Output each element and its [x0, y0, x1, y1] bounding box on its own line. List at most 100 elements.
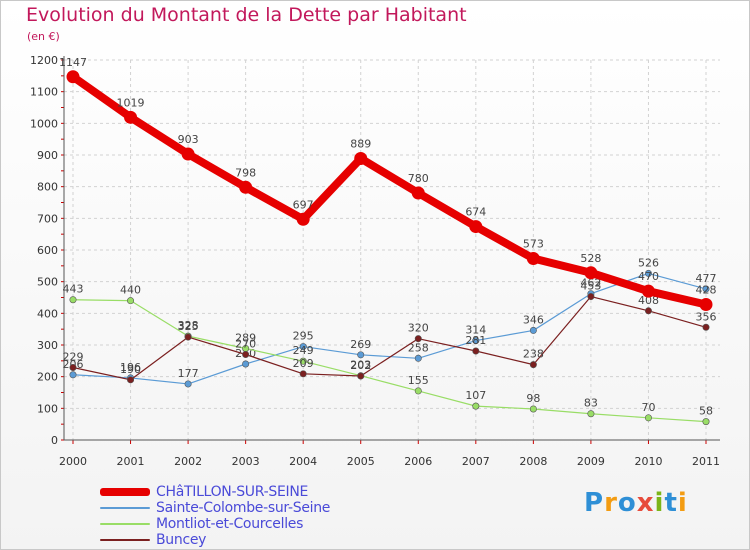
x-tick-label: 2002 — [174, 455, 202, 468]
y-tick-label: 400 — [37, 307, 58, 320]
data-point — [469, 220, 483, 234]
data-label: 270 — [235, 338, 256, 351]
data-label: 443 — [63, 283, 84, 296]
data-point — [587, 293, 595, 301]
data-label: 281 — [465, 334, 486, 347]
data-label: 408 — [638, 294, 659, 307]
data-label: 289 — [235, 331, 256, 344]
data-label: 238 — [523, 348, 544, 361]
logo-letter: t — [664, 488, 678, 518]
y-tick-label: 900 — [37, 149, 58, 162]
data-point — [299, 357, 307, 365]
data-label: 428 — [696, 283, 717, 296]
data-label: 440 — [120, 284, 141, 297]
y-tick-label: 1100 — [30, 86, 58, 99]
logo-letter: x — [636, 488, 655, 518]
legend-label: CHâTILLON-SUR-SEINE — [156, 484, 309, 500]
data-label: 889 — [350, 137, 371, 150]
data-label: 196 — [120, 361, 141, 374]
data-label: 177 — [178, 367, 199, 380]
logo-letter: P — [584, 488, 605, 518]
data-point — [184, 380, 192, 388]
data-label: 320 — [408, 322, 429, 335]
legend-label: Buncey — [156, 532, 207, 548]
data-point — [296, 212, 310, 226]
data-label: 697 — [293, 198, 314, 211]
data-point — [529, 405, 537, 413]
data-label: 528 — [580, 252, 601, 265]
data-point — [299, 343, 307, 351]
data-label: 1147 — [59, 56, 87, 69]
x-tick-label: 2010 — [634, 455, 662, 468]
y-tick-label: 300 — [37, 339, 58, 352]
data-point — [69, 296, 77, 304]
logo-letter: r — [604, 488, 618, 518]
data-point — [526, 252, 540, 266]
series-line — [72, 272, 707, 385]
data-point — [299, 370, 307, 378]
data-label: 903 — [178, 133, 199, 146]
data-label: 155 — [408, 374, 429, 387]
data-point — [414, 354, 422, 362]
data-point — [414, 387, 422, 395]
data-label: 98 — [526, 392, 540, 405]
legend-swatch — [100, 523, 150, 525]
data-label: 203 — [350, 359, 371, 372]
data-point — [644, 269, 652, 277]
data-point — [702, 285, 710, 293]
data-label: 83 — [584, 397, 598, 410]
chart-subtitle: (en €) — [27, 30, 60, 43]
data-point — [584, 266, 598, 280]
data-label: 798 — [235, 166, 256, 179]
data-label: 470 — [638, 270, 659, 283]
legend-swatch — [100, 488, 150, 496]
data-point — [529, 326, 537, 334]
data-point — [644, 307, 652, 315]
data-point — [69, 371, 77, 379]
x-tick-label: 2000 — [59, 455, 87, 468]
data-label: 269 — [350, 338, 371, 351]
data-point — [66, 70, 80, 84]
data-point — [699, 297, 713, 311]
series-line — [69, 72, 710, 309]
data-point — [357, 351, 365, 359]
data-label: 453 — [580, 280, 601, 293]
data-point — [411, 186, 425, 200]
logo-letter: i — [677, 488, 688, 518]
data-point — [641, 284, 655, 298]
legend-item: Sainte-Colombe-sur-Seine — [100, 500, 330, 516]
data-point — [472, 337, 480, 345]
data-label: 674 — [465, 206, 486, 219]
chart-legend: CHâTILLON-SUR-SEINE Sainte-Colombe-sur-Se… — [100, 484, 330, 548]
series-line — [72, 295, 707, 381]
legend-item: CHâTILLON-SUR-SEINE — [100, 484, 330, 500]
data-label: 328 — [178, 319, 199, 332]
data-label: 295 — [293, 330, 314, 343]
data-label: 229 — [63, 350, 84, 363]
data-label: 526 — [638, 256, 659, 269]
data-label: 314 — [465, 324, 486, 337]
data-point — [472, 347, 480, 355]
data-point — [69, 363, 77, 371]
data-point — [354, 151, 368, 165]
data-label: 70 — [641, 401, 655, 414]
y-tick-label: 1000 — [30, 117, 58, 130]
data-label: 202 — [350, 359, 371, 372]
y-tick-label: 100 — [37, 402, 58, 415]
data-point — [127, 297, 135, 305]
y-tick-label: 200 — [37, 371, 58, 384]
y-tick-label: 700 — [37, 212, 58, 225]
data-label: 209 — [293, 357, 314, 370]
data-point — [181, 147, 195, 161]
x-tick-label: 2006 — [404, 455, 432, 468]
data-point — [184, 333, 192, 341]
data-point — [644, 414, 652, 422]
data-point — [472, 402, 480, 410]
data-label: 1019 — [117, 96, 145, 109]
data-point — [414, 335, 422, 343]
data-label: 780 — [408, 172, 429, 185]
x-tick-label: 2011 — [692, 455, 720, 468]
data-point — [242, 360, 250, 368]
x-tick-label: 2007 — [462, 455, 490, 468]
